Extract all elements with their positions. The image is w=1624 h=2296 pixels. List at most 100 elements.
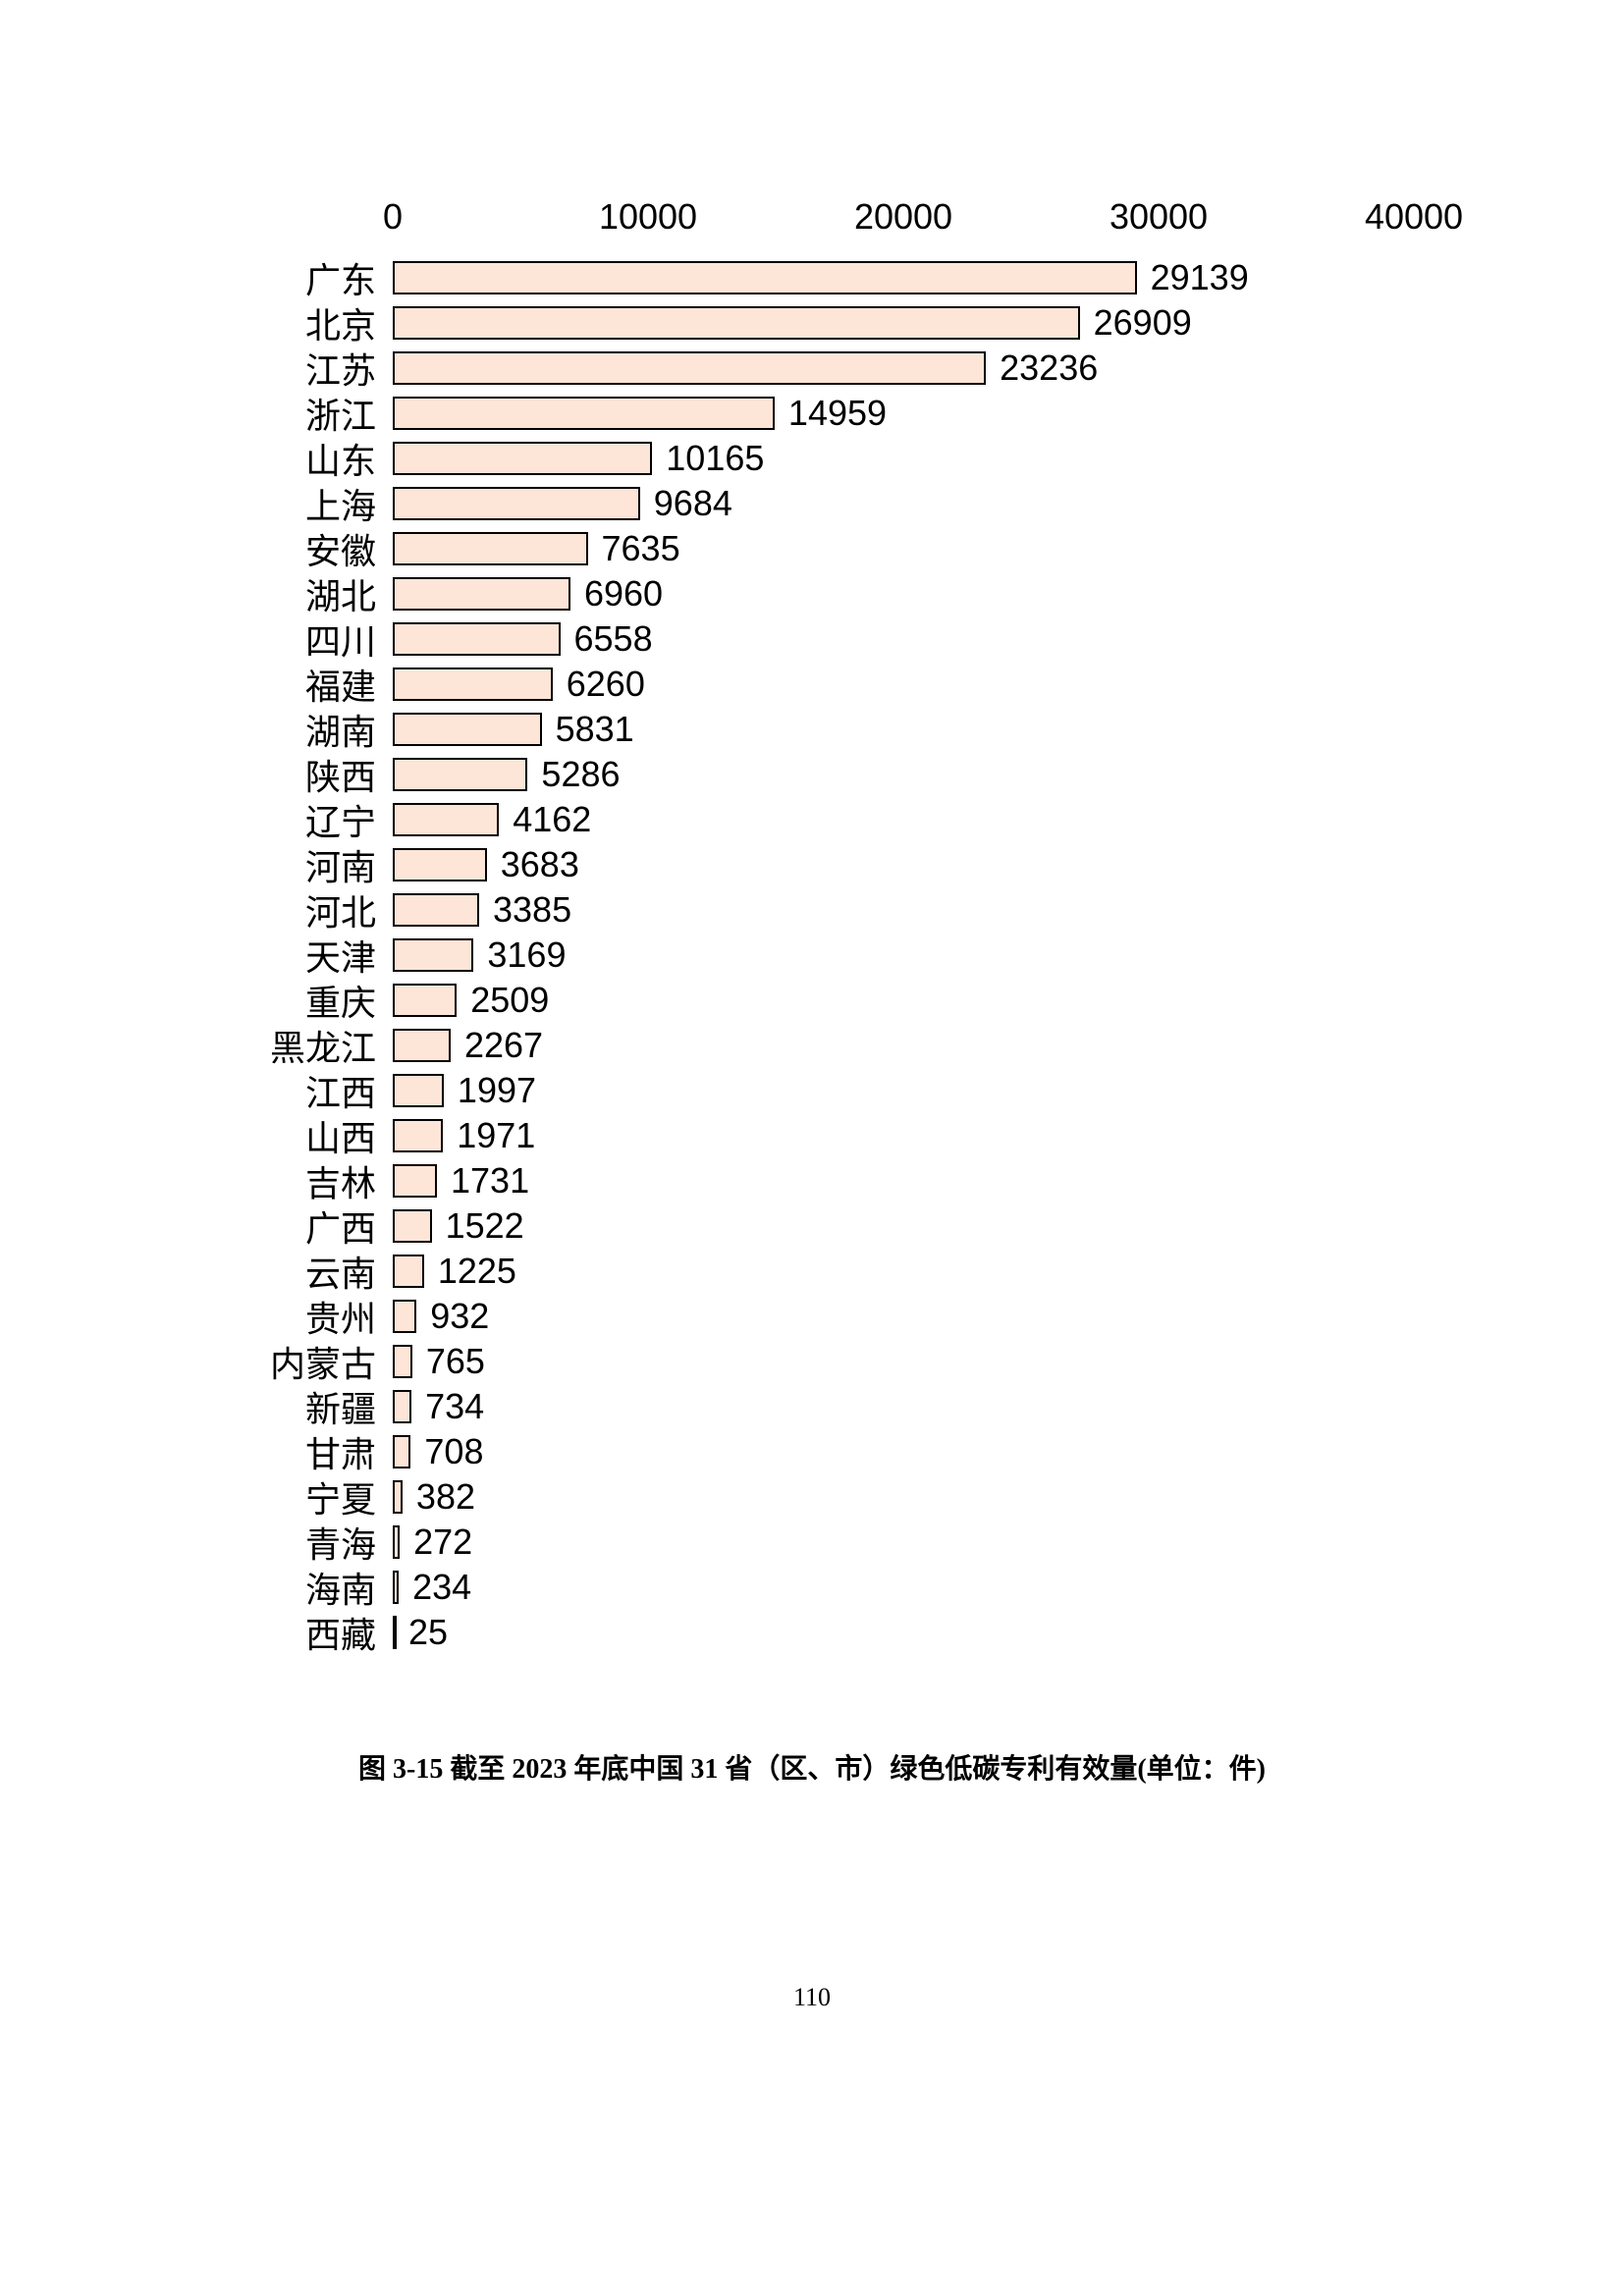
- bar-row: 山东10165: [157, 436, 1463, 481]
- value-label: 26909: [1080, 302, 1192, 344]
- category-label: 新疆: [305, 1381, 388, 1432]
- bar-track: [393, 1164, 437, 1198]
- bar-track: [393, 1525, 400, 1559]
- bar-track: [393, 487, 640, 520]
- bar-rect: [393, 1029, 451, 1062]
- value-label: 734: [411, 1386, 484, 1427]
- figure-caption: 图 3-15 截至 2023 年底中国 31 省（区、市）绿色低碳专利有效量(单…: [0, 1747, 1624, 1787]
- category-label: 西藏: [305, 1607, 388, 1658]
- x-axis-tick-label: 30000: [1110, 196, 1208, 238]
- bar-row: 安徽 7635: [157, 526, 1463, 571]
- value-label: 1731: [437, 1160, 529, 1201]
- bar-rect: [393, 1164, 437, 1198]
- bar-track: [393, 1255, 424, 1288]
- x-axis-tick-label: 0: [383, 196, 403, 238]
- bar-track: [393, 713, 542, 746]
- category-label: 陕西: [305, 749, 388, 800]
- bar-rect: [393, 1480, 403, 1514]
- category-label: 天津: [305, 930, 388, 981]
- value-label: 6960: [570, 573, 663, 614]
- bar-rect: [393, 1119, 443, 1152]
- bar-row: 海南234: [157, 1565, 1463, 1610]
- value-label: 3683: [487, 844, 579, 885]
- page: 010000200003000040000 广东29139北京26909江苏23…: [0, 0, 1624, 2296]
- category-label: 宁夏: [305, 1471, 388, 1522]
- bar-row: 黑龙江2267: [157, 1023, 1463, 1068]
- bar-row: 湖北 6960: [157, 571, 1463, 616]
- category-label: 北京: [305, 297, 388, 348]
- category-label: 安徽: [305, 523, 388, 574]
- bar-track: [393, 1480, 403, 1514]
- bar-track: [393, 803, 499, 836]
- bar-rect: [393, 306, 1080, 340]
- bar-row: 西藏25: [157, 1610, 1463, 1655]
- bar-rect: [393, 938, 473, 972]
- category-label: 广西: [305, 1201, 388, 1252]
- bar-rect: [393, 397, 775, 430]
- value-label: 14959: [775, 393, 887, 434]
- bar-row: 内蒙古765: [157, 1339, 1463, 1384]
- value-label: 3169: [473, 934, 566, 976]
- bar-rect: [393, 1345, 412, 1378]
- bar-chart: 010000200003000040000 广东29139北京26909江苏23…: [157, 196, 1463, 1655]
- bar-row: 湖南5831: [157, 707, 1463, 752]
- bar-rect: [393, 261, 1137, 294]
- value-label: 272: [400, 1522, 472, 1563]
- value-label: 1522: [432, 1205, 524, 1247]
- category-label: 辽宁: [305, 794, 388, 845]
- bar-track: [393, 306, 1080, 340]
- bar-track: [393, 1300, 416, 1333]
- category-label: 广东: [305, 252, 388, 303]
- bar-track: [393, 261, 1137, 294]
- bar-track: [393, 397, 775, 430]
- value-label: 5831: [542, 709, 634, 750]
- bars-container: 广东29139北京26909江苏23236浙江14959山东10165上海968…: [157, 255, 1463, 1655]
- bar-row: 宁夏382: [157, 1474, 1463, 1520]
- bar-rect: [393, 1390, 411, 1423]
- bar-row: 广西 1522: [157, 1203, 1463, 1249]
- value-label: 932: [416, 1296, 489, 1337]
- bar-row: 陕西5286: [157, 752, 1463, 797]
- bar-row: 河南 3683: [157, 842, 1463, 887]
- bar-rect: [393, 577, 570, 611]
- bar-row: 天津 3169: [157, 933, 1463, 978]
- bar-row: 河北3385: [157, 887, 1463, 933]
- bar-rect: [393, 667, 553, 701]
- bar-row: 辽宁4162: [157, 797, 1463, 842]
- category-label: 黑龙江: [270, 1020, 388, 1071]
- value-label: 7635: [588, 528, 680, 569]
- bar-row: 贵州932: [157, 1294, 1463, 1339]
- value-label: 708: [410, 1431, 483, 1472]
- bar-track: [393, 893, 479, 927]
- bar-track: [393, 667, 553, 701]
- bar-rect: [393, 893, 479, 927]
- category-label: 江苏: [305, 343, 388, 394]
- bar-rect: [393, 622, 561, 656]
- value-label: 2509: [457, 980, 549, 1021]
- bar-rect: [393, 1300, 416, 1333]
- value-label: 1971: [443, 1115, 535, 1156]
- category-label: 青海: [305, 1517, 388, 1568]
- bar-track: [393, 1390, 411, 1423]
- category-label: 河南: [305, 839, 388, 890]
- category-label: 重庆: [305, 975, 388, 1026]
- value-label: 1997: [444, 1070, 536, 1111]
- x-axis-tick-label: 10000: [599, 196, 697, 238]
- bar-row: 北京 26909: [157, 300, 1463, 346]
- category-label: 山西: [305, 1110, 388, 1161]
- value-label: 10165: [652, 438, 764, 479]
- bar-track: [393, 351, 986, 385]
- bar-row: 云南1225: [157, 1249, 1463, 1294]
- bar-rect: [393, 984, 457, 1017]
- bar-track: [393, 848, 487, 881]
- category-label: 浙江: [305, 388, 388, 439]
- value-label: 6558: [561, 618, 653, 660]
- value-label: 6260: [553, 664, 645, 705]
- value-label: 23236: [986, 347, 1098, 389]
- bar-track: [393, 532, 588, 565]
- bar-track: [393, 1119, 443, 1152]
- bar-rect: [393, 803, 499, 836]
- bar-rect: [393, 1525, 400, 1559]
- value-label: 3385: [479, 889, 571, 931]
- category-label: 湖北: [305, 568, 388, 619]
